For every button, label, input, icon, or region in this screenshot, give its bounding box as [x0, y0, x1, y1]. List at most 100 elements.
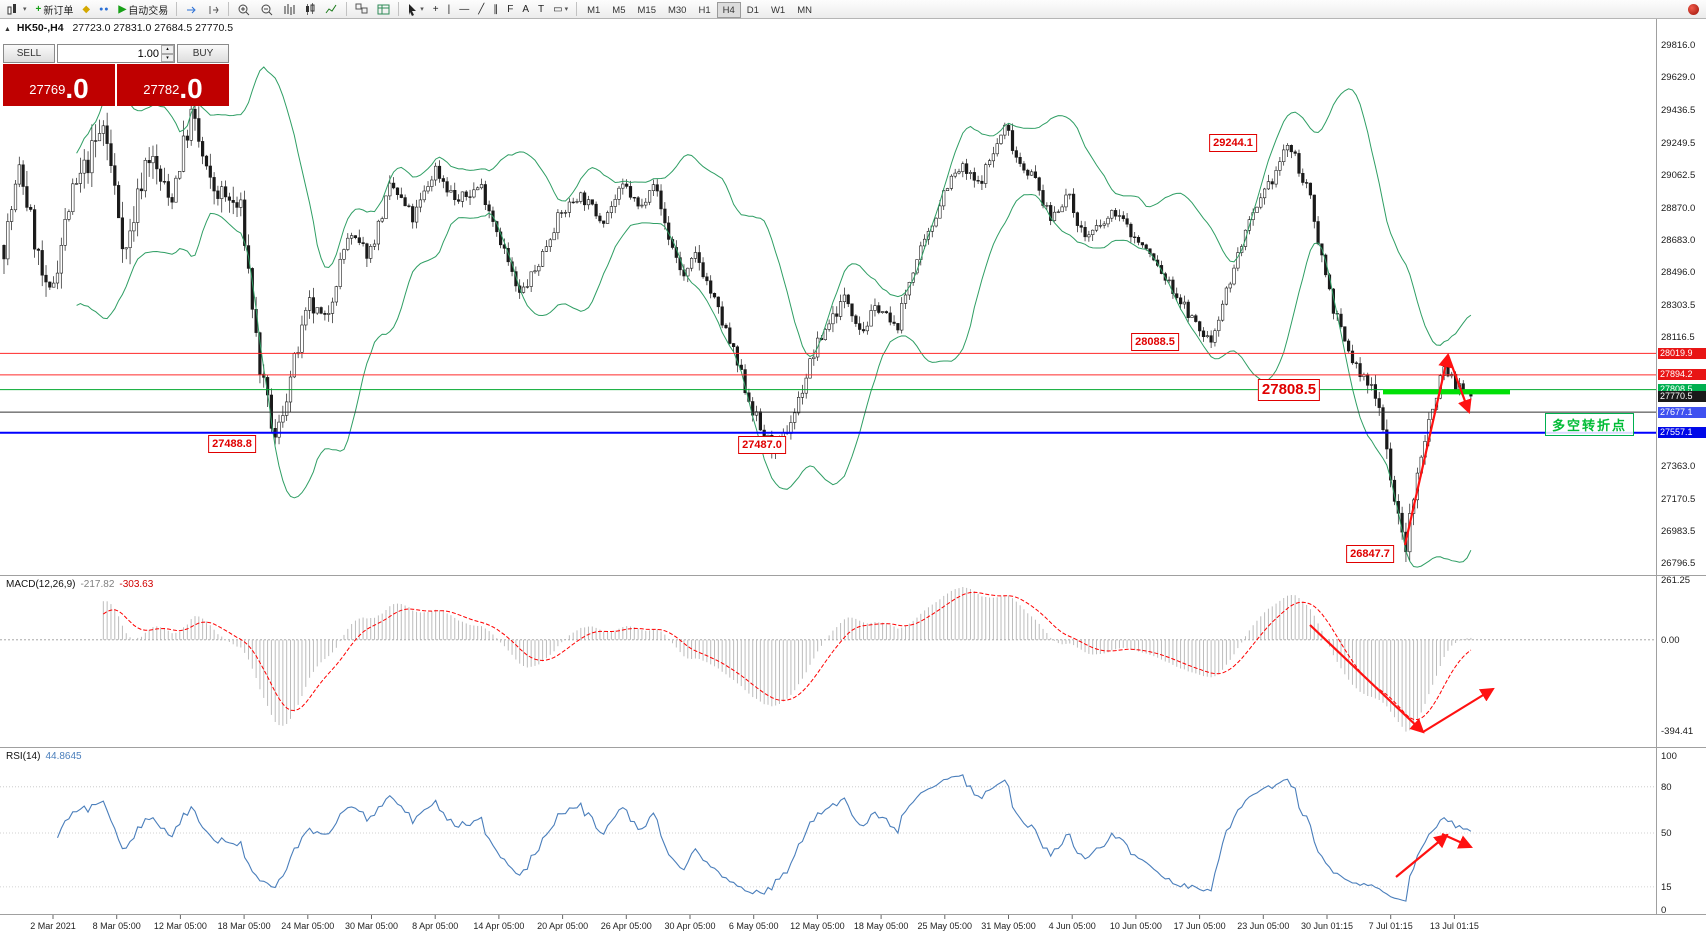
text-icon: A — [522, 3, 530, 15]
price-callout[interactable]: 27808.5 — [1257, 378, 1321, 401]
text-tool-button[interactable]: A — [518, 1, 533, 18]
time-axis-label: 14 Apr 05:00 — [473, 921, 525, 931]
price-tag: 27894.2 — [1658, 369, 1706, 381]
connection-status-icon — [1688, 3, 1699, 15]
timeframe-mn[interactable]: MN — [791, 2, 818, 18]
timeframe-h4[interactable]: H4 — [716, 2, 741, 19]
crosshair-tool-button[interactable]: + — [429, 1, 443, 18]
trend-arrow-macd — [1422, 687, 1495, 733]
price-axis-tick: 29249.5 — [1661, 137, 1696, 149]
price-axis-tick: 26983.5 — [1661, 526, 1696, 538]
shapes-tool-button[interactable]: ▭ ▾ — [549, 1, 572, 18]
price-axis-tick: 29062.5 — [1661, 169, 1696, 181]
time-axis-label: 23 Jun 05:00 — [1237, 921, 1290, 931]
price-axis-tick: 26796.5 — [1661, 558, 1696, 570]
price-tag: 27808.5 — [1658, 384, 1706, 396]
terminal-button[interactable] — [373, 1, 394, 18]
annotation-note[interactable]: 多空转折点 — [1545, 413, 1635, 436]
time-axis-label: 18 Mar 05:00 — [217, 921, 271, 931]
channel-icon: ∥ — [493, 3, 499, 15]
time-axis-label: 18 May 05:00 — [853, 921, 909, 931]
market-watch-button[interactable]: ●● — [95, 1, 113, 18]
rsi-axis-label: 15 — [1661, 882, 1672, 893]
volume-decrease-button[interactable]: ▾ — [161, 53, 174, 62]
price-callout[interactable]: 29244.1 — [1209, 134, 1257, 153]
time-axis-label: 24 Mar 05:00 — [281, 921, 335, 931]
cursor-tool-button[interactable]: ▾ — [403, 1, 428, 18]
toolbar-separator — [398, 2, 400, 16]
price-tag: 28019.9 — [1658, 347, 1706, 359]
trend-arrow-main — [1446, 354, 1472, 415]
timeframe-m5[interactable]: M5 — [606, 2, 631, 18]
timeframe-d1[interactable]: D1 — [741, 2, 765, 18]
price-callout[interactable]: 28088.5 — [1131, 332, 1179, 351]
trend-arrow-macd — [1309, 624, 1425, 734]
plus-icon: + — [35, 3, 42, 15]
line-chart-icon — [325, 4, 337, 13]
volume-field: ▴ ▾ — [57, 44, 175, 63]
buy-price-button[interactable]: 27782.0 — [117, 64, 229, 106]
toolbar-separator — [228, 2, 230, 16]
new-chart-button[interactable]: ▾ — [3, 1, 31, 18]
timeframe-m1[interactable]: M1 — [581, 2, 606, 18]
chevron-down-icon: ▾ — [23, 6, 27, 13]
new-order-button[interactable]: + 新订单 — [32, 1, 78, 18]
line-chart-mode-button[interactable] — [321, 1, 342, 18]
buy-button[interactable]: BUY — [177, 44, 229, 63]
bar-chart-mode-button[interactable] — [279, 1, 299, 18]
price-callout[interactable]: 27487.0 — [738, 435, 786, 454]
time-axis-label: 12 Mar 05:00 — [153, 921, 207, 931]
sell-button[interactable]: SELL — [3, 44, 55, 63]
rsi-indicator-label: RSI(14) 44.8645 — [6, 751, 82, 762]
horizontal-line-tool-button[interactable]: — — [455, 1, 473, 18]
price-axis-tick: 28116.5 — [1661, 331, 1695, 343]
candlestick-icon — [306, 2, 315, 15]
zoom-out-icon — [261, 4, 273, 15]
price-tag: 27557.1 — [1658, 427, 1706, 439]
timeframe-h1[interactable]: H1 — [692, 2, 716, 18]
price-axis-tick: 29436.5 — [1661, 105, 1696, 117]
timeframe-m30[interactable]: M30 — [662, 2, 692, 18]
autotrading-button[interactable]: ▶ 自动交易 — [115, 1, 173, 18]
new-chart-icon — [7, 3, 16, 14]
channel-tool-button[interactable]: ∥ — [489, 1, 502, 18]
rsi-axis-label: 0 — [1661, 905, 1667, 916]
vertical-line-icon: | — [447, 3, 451, 15]
timeframe-toolbar: M1 M5 M15 M30 H1 H4 D1 W1 MN — [581, 0, 818, 19]
chart-shift-button[interactable] — [203, 1, 224, 18]
time-axis-label: 2 Mar 2021 — [30, 921, 76, 931]
vertical-line-tool-button[interactable]: | — [444, 1, 455, 18]
time-axis-label: 10 Jun 05:00 — [1109, 921, 1162, 931]
timeframe-m15[interactable]: M15 — [632, 2, 662, 18]
indicators-button[interactable]: ◆ — [78, 1, 94, 18]
indicator-diamond-icon: ◆ — [82, 3, 91, 15]
crosshair-icon: + — [432, 3, 439, 15]
cursor-icon — [409, 3, 417, 16]
tile-windows-button[interactable] — [351, 1, 372, 18]
auto-scroll-button[interactable] — [181, 1, 202, 18]
rsi-axis-label: 80 — [1661, 782, 1672, 793]
macd-indicator-label: MACD(12,26,9) -217.82 -303.63 — [6, 579, 154, 590]
trendline-tool-button[interactable]: ╱ — [474, 1, 488, 18]
candlestick-mode-button[interactable] — [300, 1, 320, 18]
price-callout[interactable]: 27488.8 — [208, 435, 256, 454]
time-axis-label: 12 May 05:00 — [790, 921, 845, 931]
fibonacci-tool-button[interactable]: F — [503, 1, 517, 18]
price-axis-tick: 29816.0 — [1661, 40, 1696, 52]
label-tool-button[interactable]: T — [534, 1, 548, 18]
horizontal-line-icon: — — [459, 3, 470, 15]
time-axis-label: 17 Jun 05:00 — [1173, 921, 1226, 931]
price-callout[interactable]: 26847.7 — [1346, 545, 1394, 564]
zoom-out-button[interactable] — [256, 1, 278, 18]
zoom-in-button[interactable] — [233, 1, 255, 18]
volume-input[interactable] — [58, 45, 161, 62]
macd-axis-label: -394.41 — [1661, 726, 1694, 737]
volume-increase-button[interactable]: ▴ — [161, 45, 174, 54]
sell-price-button[interactable]: 27769.0 — [3, 64, 117, 106]
time-axis-label: 25 May 05:00 — [917, 921, 973, 931]
timeframe-w1[interactable]: W1 — [765, 2, 791, 18]
collapse-chart-icon[interactable]: ▲ — [4, 26, 11, 33]
play-icon: ▶ — [118, 3, 127, 15]
